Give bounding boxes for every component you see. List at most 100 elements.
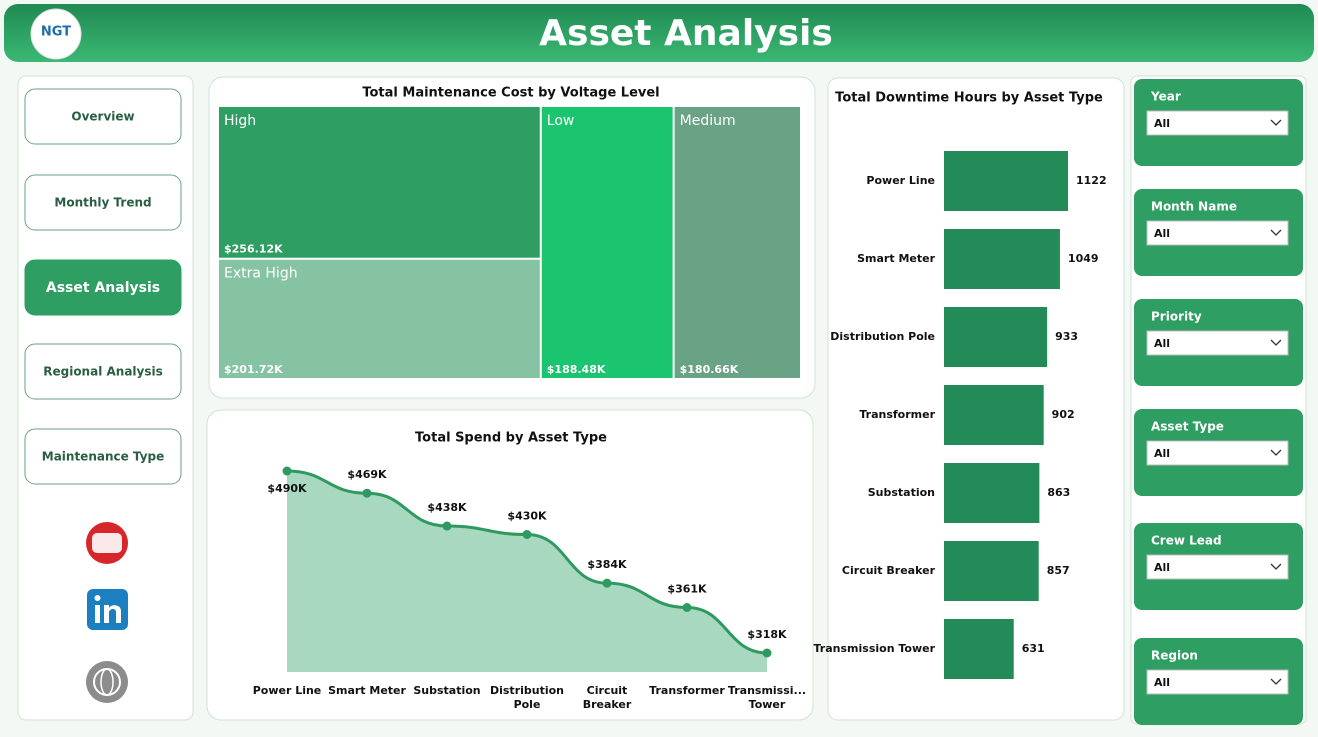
- nav-button[interactable]: [24, 343, 182, 400]
- nav-button[interactable]: [24, 259, 182, 316]
- x-tick-label: Distribution Pole: [489, 684, 565, 711]
- dropdown[interactable]: [1146, 554, 1289, 580]
- youtube-icon-inner: [92, 533, 122, 553]
- data-label: 1122: [1076, 174, 1107, 187]
- chart-title: Total Spend by Asset Type: [415, 431, 607, 446]
- linkedin-icon-n: [104, 605, 121, 623]
- dropdown-arrow: [1270, 563, 1282, 570]
- filter-label: Region: [1151, 649, 1198, 663]
- cell-label: High: [224, 113, 256, 129]
- data-label: 863: [1047, 486, 1070, 499]
- data-label: $361K: [667, 583, 707, 596]
- y-tick-label: Power Line: [866, 174, 935, 187]
- dropdown[interactable]: [1146, 220, 1289, 246]
- data-label: 857: [1047, 564, 1070, 577]
- dropdown[interactable]: [1146, 669, 1289, 695]
- y-tick-label: Smart Meter: [857, 252, 935, 265]
- page-title: Asset Analysis: [539, 13, 833, 54]
- cell-value: $201.72K: [224, 363, 283, 376]
- x-tick-label: Power Line: [252, 684, 322, 697]
- nav-button[interactable]: [24, 428, 182, 485]
- bar: [944, 229, 1060, 289]
- cell-value: $256.12K: [224, 243, 283, 256]
- linkedin-icon-dot: [94, 595, 101, 601]
- bar: [944, 307, 1048, 367]
- dropdown-value: All: [1154, 561, 1170, 574]
- x-tick-label: Circuit Breaker: [582, 684, 632, 711]
- dropdown-arrow: [1270, 449, 1282, 456]
- treemap-cell: [219, 107, 540, 258]
- dropdown-value: All: [1154, 337, 1170, 350]
- filter-label: Asset Type: [1151, 420, 1224, 434]
- cell-label: Low: [547, 113, 575, 129]
- cell-value: $180.66K: [680, 363, 739, 376]
- cell-label: Extra High: [224, 266, 298, 282]
- x-tick-label: Transformer: [649, 684, 725, 697]
- nav-label: Maintenance Type: [42, 450, 165, 464]
- point: [762, 648, 772, 658]
- data-label: $430K: [507, 509, 547, 522]
- filter-label: Crew Lead: [1151, 534, 1222, 548]
- x-tick-label: Transmissi... Tower: [727, 684, 807, 711]
- x-tick-label: Smart Meter: [328, 684, 406, 697]
- dropdown-value: All: [1154, 117, 1170, 130]
- dropdown-arrow: [1270, 229, 1282, 236]
- dropdown-value: All: [1154, 676, 1170, 689]
- nav-label: Regional Analysis: [43, 365, 163, 379]
- bar: [944, 463, 1040, 523]
- data-label: 902: [1052, 408, 1075, 421]
- treemap-cell: [541, 107, 673, 378]
- filter-panel: [1130, 75, 1307, 725]
- bar: [944, 385, 1044, 445]
- dropdown-value: All: [1154, 447, 1170, 460]
- data-label: 933: [1055, 330, 1078, 343]
- nav-button[interactable]: [24, 174, 182, 231]
- web-icon-meridian: [100, 668, 114, 696]
- dropdown-arrow: [1270, 678, 1282, 685]
- data-label: $469K: [347, 468, 387, 481]
- filter-label: Priority: [1151, 310, 1202, 324]
- point: [682, 603, 692, 612]
- data-label: 1049: [1068, 252, 1099, 265]
- dropdown[interactable]: [1146, 440, 1289, 466]
- y-tick-label: Transformer: [859, 408, 935, 421]
- x-tick-label: Substation: [413, 684, 481, 697]
- dropdown-value: All: [1154, 227, 1170, 240]
- data-label: $438K: [427, 501, 467, 514]
- nav-label: Asset Analysis: [46, 280, 160, 296]
- data-label: $318K: [747, 628, 787, 641]
- point: [522, 529, 532, 539]
- point: [442, 521, 452, 531]
- dropdown[interactable]: [1146, 110, 1289, 136]
- point: [362, 488, 372, 498]
- point: [282, 466, 292, 476]
- cell-value: $188.48K: [547, 363, 606, 376]
- data-label: 631: [1022, 642, 1045, 655]
- filter-label: Month Name: [1151, 200, 1237, 214]
- dropdown[interactable]: [1146, 330, 1289, 356]
- linkedin-icon-inner: [95, 605, 100, 623]
- treemap-cell: [219, 259, 540, 378]
- area-fill: [287, 471, 767, 672]
- nav-label: Monthly Trend: [54, 196, 151, 210]
- header-bar: [4, 4, 1314, 62]
- dropdown-arrow: [1270, 119, 1282, 126]
- logo: [30, 8, 82, 60]
- web-icon[interactable]: [86, 661, 128, 703]
- nav-button[interactable]: [24, 88, 182, 145]
- chart-title: Total Downtime Hours by Asset Type: [835, 91, 1103, 106]
- data-label: $490K: [267, 482, 307, 495]
- y-tick-label: Distribution Pole: [830, 330, 935, 343]
- bar: [944, 151, 1068, 211]
- y-tick-label: Transmission Tower: [814, 642, 936, 655]
- nav-label: Overview: [71, 110, 134, 124]
- chart-title: Total Maintenance Cost by Voltage Level: [362, 86, 659, 101]
- y-tick-label: Circuit Breaker: [842, 564, 936, 577]
- bar: [944, 619, 1014, 679]
- data-label: $384K: [587, 558, 627, 571]
- bar: [944, 541, 1039, 601]
- point: [602, 578, 612, 588]
- treemap-cell: [674, 107, 800, 378]
